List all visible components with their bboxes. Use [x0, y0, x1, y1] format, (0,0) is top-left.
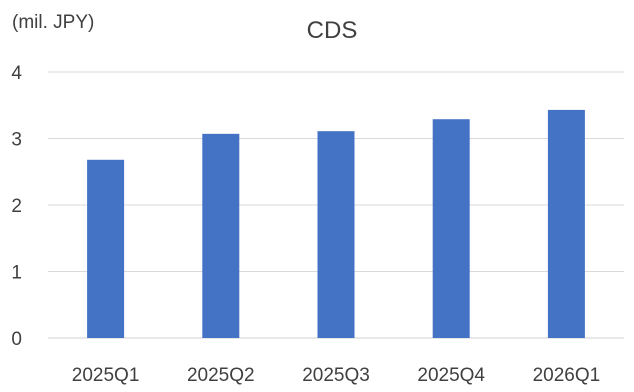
y-tick-label: 0	[11, 329, 22, 350]
bar-2025Q1	[87, 159, 125, 338]
x-axis-ticks: 2025Q1 2025Q2 2025Q3 2025Q4 2026Q1	[72, 365, 600, 386]
bar-2025Q3	[317, 131, 355, 338]
y-tick-label: 1	[11, 263, 22, 284]
x-tick-label: 2026Q1	[533, 365, 601, 386]
x-tick-label: 2025Q4	[417, 365, 485, 386]
unit-label: (mil. JPY)	[12, 12, 94, 33]
x-tick-label: 2025Q3	[302, 365, 370, 386]
y-tick-label: 2	[11, 196, 22, 217]
x-tick-label: 2025Q1	[72, 365, 140, 386]
chart-title: CDS	[307, 17, 358, 44]
bar-2026Q1	[547, 109, 585, 338]
y-axis-ticks: 0 1 2 3 4	[11, 63, 22, 350]
y-tick-label: 3	[11, 130, 22, 151]
bars	[87, 109, 585, 338]
x-tick-label: 2025Q2	[187, 365, 255, 386]
y-tick-label: 4	[11, 63, 22, 84]
bar-2025Q4	[432, 119, 470, 338]
bar-2025Q2	[202, 133, 240, 338]
